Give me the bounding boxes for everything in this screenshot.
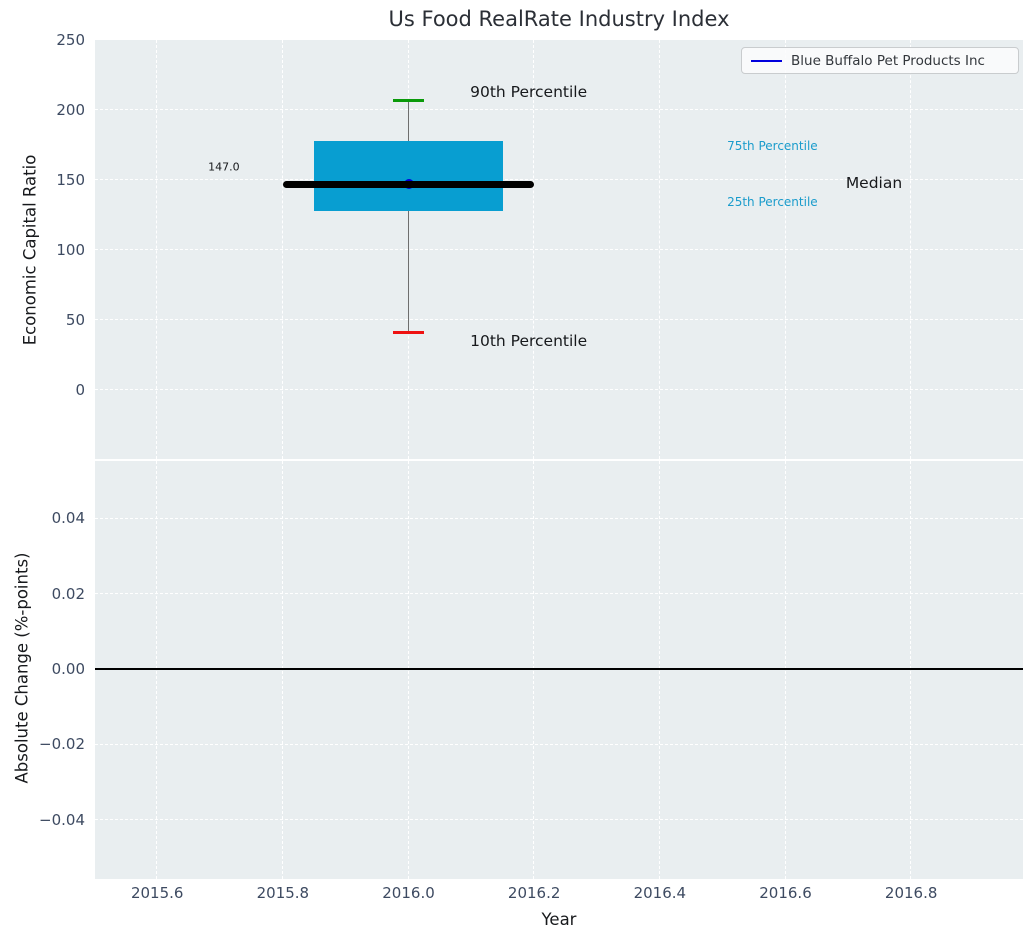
label-median-value: 147.0 [208,160,240,174]
median-line [282,180,535,188]
label-75th-percentile: 75th Percentile [727,138,818,153]
y-axis-label-top: Economic Capital Ratio [20,154,40,346]
x-tick-label: 2016.6 [759,884,812,902]
x-tick-label: 2015.8 [256,884,310,902]
gridline-horizontal [95,743,1023,745]
gridline-horizontal [95,389,1023,391]
gridline-horizontal [95,517,1023,519]
legend-label: Blue Buffalo Pet Products Inc [791,52,985,69]
zero-line [95,668,1023,671]
gridline-horizontal [95,179,1023,181]
y-tick-label: 150 [56,170,85,189]
gridline-horizontal [95,592,1023,594]
label-90th-percentile: 90th Percentile [470,83,588,102]
box-p25-p75 [314,140,503,211]
x-tick-label: 2016.0 [382,884,435,902]
legend-line-sample [751,59,782,62]
plot-area-top [95,40,1023,459]
chart-title: Us Food RealRate Industry Index [388,7,730,31]
label-median: Median [845,173,903,192]
gridline-horizontal [95,819,1023,821]
x-tick-label: 2016.4 [633,884,687,902]
whisker-cap-90th-icon [392,99,425,103]
y-tick-label: 0.04 [51,509,85,528]
whisker-line [408,100,410,333]
gridline-horizontal [95,319,1023,321]
y-tick-label: 0.02 [51,584,85,603]
y-tick-label: −0.04 [39,810,85,829]
whisker-cap-10th-icon [392,331,425,335]
x-axis-label: Year [541,910,577,929]
x-tick-label: 2015.6 [130,884,184,902]
y-tick-label: 0 [75,380,85,399]
gridline-horizontal [95,249,1023,251]
legend: Blue Buffalo Pet Products Inc [741,47,1019,74]
y-tick-label: 200 [56,100,85,119]
label-25th-percentile: 25th Percentile [727,195,818,210]
label-10th-percentile: 10th Percentile [470,331,588,350]
y-tick-label: 250 [56,31,85,49]
y-tick-label: −0.02 [39,735,85,754]
y-tick-label: 50 [65,310,85,329]
plot-area-bottom [95,461,1023,879]
gridline-horizontal [95,109,1023,111]
y-tick-label: 100 [56,240,85,259]
y-axis-label-bottom: Absolute Change (%-points) [12,552,32,784]
x-tick-label: 2016.8 [884,884,938,902]
x-tick-label: 2016.2 [507,884,561,902]
y-tick-label: 0.00 [51,660,85,679]
